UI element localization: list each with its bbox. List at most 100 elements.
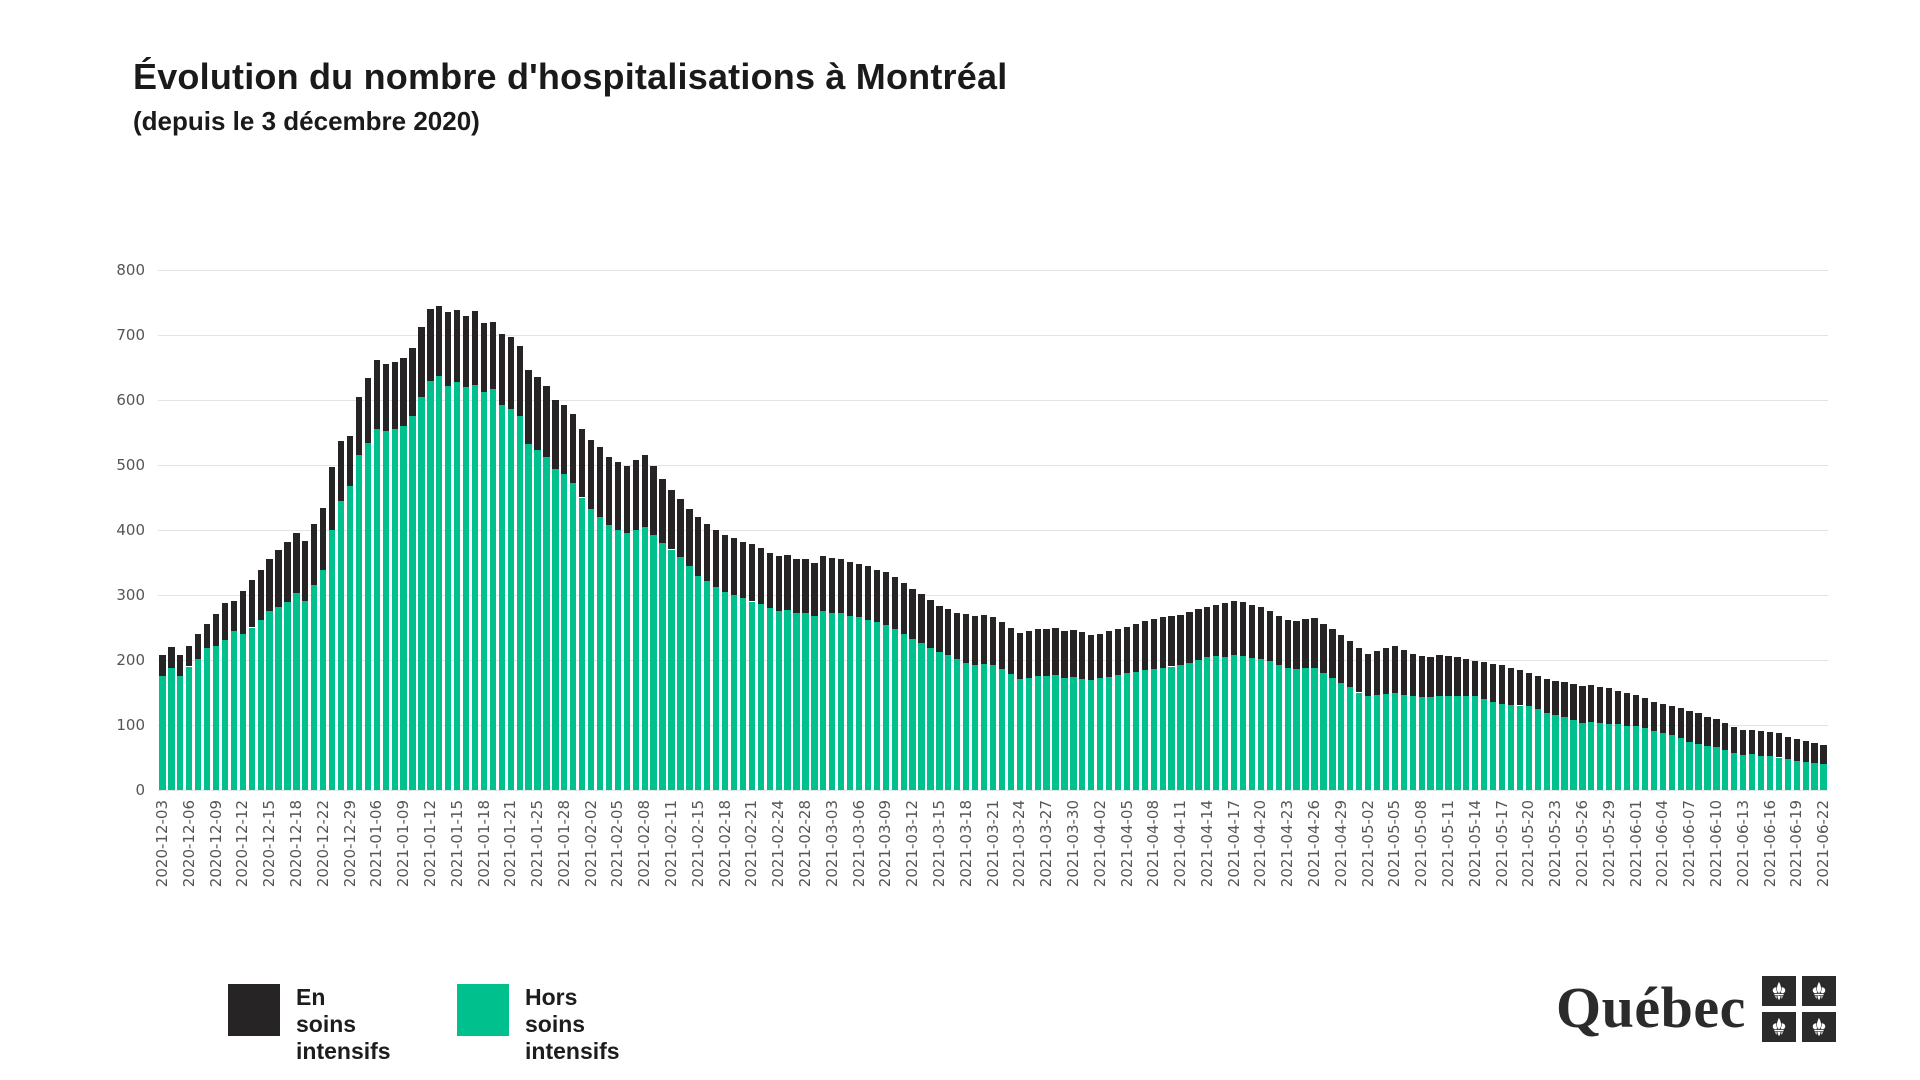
bar-segment-hors-soins-intensifs [1248,658,1256,790]
bar-segment-hors-soins-intensifs [1141,670,1148,790]
bar-segment-hors-soins-intensifs [587,509,595,790]
bar-segment-hors-soins-intensifs [1766,756,1774,790]
bar-segment-en-soins-intensifs [980,614,988,664]
bar-segment-en-soins-intensifs [1472,660,1479,696]
bar-segment-en-soins-intensifs [1382,647,1390,694]
bar-segment-hors-soins-intensifs [1364,696,1372,790]
bar-segment-en-soins-intensifs [587,440,595,510]
bar-segment-hors-soins-intensifs [846,615,854,790]
bar-segment-en-soins-intensifs [1686,711,1693,742]
bar-segment-hors-soins-intensifs [1623,725,1631,790]
bar-segment-hors-soins-intensifs [275,606,282,790]
fleur-de-lis-icon [1801,1012,1836,1042]
bar-segment-en-soins-intensifs [1088,635,1095,681]
bar-segment-hors-soins-intensifs [1445,696,1452,790]
bar-segment-hors-soins-intensifs [159,676,166,790]
bar-segment-en-soins-intensifs [1284,619,1291,668]
bar-segment-en-soins-intensifs [462,315,470,387]
bar-segment-en-soins-intensifs [1061,630,1068,678]
bar-segment-hors-soins-intensifs [1061,677,1068,790]
bar-segment-hors-soins-intensifs [1731,752,1738,790]
bar-segment-hors-soins-intensifs [391,428,398,790]
bar-segment-en-soins-intensifs [1543,678,1550,714]
bar-segment-en-soins-intensifs [891,576,898,630]
bar-segment-en-soins-intensifs [704,523,711,581]
bar-segment-hors-soins-intensifs [489,388,497,790]
bar-segment-hors-soins-intensifs [1347,687,1354,790]
bar-segment-en-soins-intensifs [355,396,363,456]
bar-segment-en-soins-intensifs [614,461,622,530]
x-axis-tick-label: 2021-02-18 [715,800,734,888]
bar-segment-hors-soins-intensifs [677,557,684,790]
x-axis-tick-label: 2021-05-23 [1546,800,1565,888]
bar-segment-hors-soins-intensifs [1177,665,1184,790]
x-axis-tick-label: 2021-04-26 [1305,800,1323,888]
bar-segment-hors-soins-intensifs [168,668,175,790]
bar-segment-hors-soins-intensifs [1820,764,1827,790]
legend-label-icu: En soins intensifs [296,984,391,1065]
bar-segment-en-soins-intensifs [1793,739,1800,761]
bar-segment-hors-soins-intensifs [257,619,264,790]
bar-segment-en-soins-intensifs [570,414,577,484]
bar-segment-hors-soins-intensifs [570,483,577,790]
bar-segment-en-soins-intensifs [1579,686,1586,724]
bar-segment-en-soins-intensifs [641,454,648,527]
bar-segment-en-soins-intensifs [793,559,800,614]
bar-segment-en-soins-intensifs [945,609,952,655]
bar-segment-en-soins-intensifs [668,489,675,550]
bar-segment-hors-soins-intensifs [400,426,407,790]
x-axis-tick-label: 2021-05-08 [1412,800,1431,888]
bar-segment-en-soins-intensifs [695,517,702,576]
bar-segment-hors-soins-intensifs [1079,678,1086,790]
bar-segment-en-soins-intensifs [1588,684,1595,723]
bar-segment-en-soins-intensifs [1338,635,1345,683]
bar-segment-hors-soins-intensifs [1427,697,1434,790]
bar-segment-hors-soins-intensifs [686,566,693,790]
x-axis-tick-label: 2021-03-18 [956,800,975,888]
x-axis-tick-label: 2021-01-06 [367,800,386,888]
bar-segment-en-soins-intensifs [302,541,309,601]
x-axis-tick-label: 2021-01-28 [554,800,573,888]
bar-segment-en-soins-intensifs [829,557,836,613]
bar-segment-en-soins-intensifs [1177,614,1184,666]
bar-segment-en-soins-intensifs [1695,713,1702,744]
quebec-government-logo: Québec [1556,972,1836,1042]
bar-segment-en-soins-intensifs [1561,682,1568,718]
bar-segment-hors-soins-intensifs [195,659,202,790]
bar-segment-en-soins-intensifs [1606,687,1613,724]
bar-segment-en-soins-intensifs [811,562,818,616]
bar-segment-hors-soins-intensifs [998,669,1006,790]
bar-segment-en-soins-intensifs [605,457,613,525]
bar-segment-hors-soins-intensifs [704,580,711,790]
bar-segment-hors-soins-intensifs [1320,673,1327,790]
bar-segment-en-soins-intensifs [284,542,291,603]
bar-segment-hors-soins-intensifs [427,380,434,790]
bar-segment-en-soins-intensifs [1311,618,1318,669]
bar-segment-hors-soins-intensifs [1489,701,1497,790]
bar-segment-en-soins-intensifs [1507,667,1515,705]
bar-segment-en-soins-intensifs [739,541,747,599]
legend-item-hors: Hors soins intensifs [457,984,620,1065]
bar-segment-en-soins-intensifs [230,600,238,632]
bar-segment-en-soins-intensifs [1329,629,1336,679]
bar-segment-hors-soins-intensifs [641,526,648,790]
bar-segment-hors-soins-intensifs [766,608,773,790]
x-axis-tick-label: 2021-02-08 [635,800,654,888]
bar-segment-hors-soins-intensifs [1266,661,1273,790]
bar-segment-hors-soins-intensifs [1757,755,1765,790]
bar-segment-en-soins-intensifs [1498,665,1506,705]
bar-segment-hors-soins-intensifs [1570,719,1577,790]
bar-segment-hors-soins-intensifs [1793,760,1800,790]
x-axis-tick-label: 2021-04-08 [1144,800,1163,888]
bar-segment-en-soins-intensifs [1436,655,1443,697]
bar-segment-hors-soins-intensifs [1204,657,1211,790]
bar-segment-en-soins-intensifs [195,634,202,660]
bar-segment-hors-soins-intensifs [882,624,889,790]
bar-segment-en-soins-intensifs [632,459,639,530]
x-axis-tick-label: 2020-12-03 [153,800,171,888]
bar-segment-en-soins-intensifs [713,530,720,588]
bar-segment-en-soins-intensifs [1364,653,1372,697]
bar-segment-en-soins-intensifs [1784,736,1791,760]
bar-segment-en-soins-intensifs [1748,729,1756,755]
